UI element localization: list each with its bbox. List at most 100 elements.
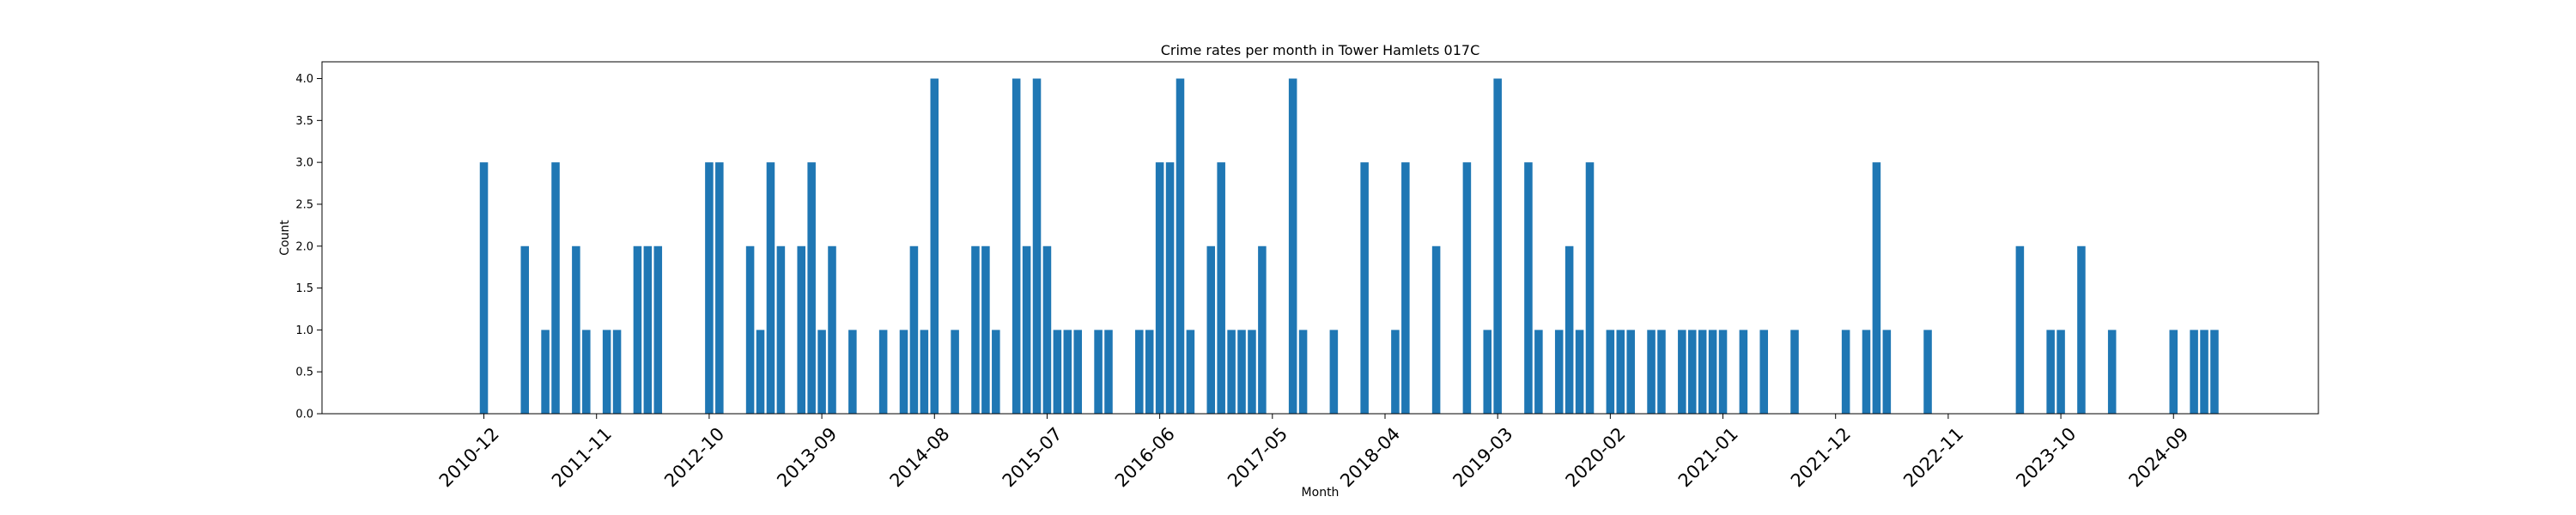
bar-2017-07 <box>1288 78 1297 415</box>
y-tick-label: 0.5 <box>295 367 313 379</box>
x-tick-label: 2016-06 <box>1111 423 1179 491</box>
bar-2020-03 <box>1616 330 1625 414</box>
y-axis-label: Count <box>278 220 292 256</box>
bar-2023-10 <box>2057 330 2065 414</box>
chart-title: Crime rates per month in Tower Hamlets 0… <box>1161 42 1480 58</box>
bar-2022-04 <box>1872 162 1881 414</box>
y-tick-label: 2.0 <box>295 240 313 253</box>
bar-2017-04 <box>1258 245 1267 414</box>
bar-2017-08 <box>1298 330 1308 414</box>
x-axis: 2010-12 2011-11 2012-10 2013-09 2014-08 2015-… <box>435 414 2193 491</box>
bar-2024-09 <box>2169 330 2178 414</box>
bar-2012-11 <box>715 162 724 414</box>
bar-2015-02 <box>992 330 1000 414</box>
bar-2023-06 <box>2015 245 2025 414</box>
bar-2019-09 <box>1554 330 1564 414</box>
bar-2020-02 <box>1606 330 1615 414</box>
bar-2014-08 <box>930 78 939 415</box>
bar-2016-08 <box>1176 78 1185 415</box>
bar-2013-09 <box>817 330 826 414</box>
bar-2023-12 <box>2077 245 2086 414</box>
bar-2020-07 <box>1657 330 1666 414</box>
bar-2018-02 <box>1360 162 1369 414</box>
x-tick-label: 2021-12 <box>1787 423 1855 491</box>
bar-2021-01 <box>1718 330 1728 414</box>
bar-2016-01 <box>1104 330 1113 414</box>
x-tick-label: 2013-09 <box>773 423 841 491</box>
bar-2013-02 <box>745 245 755 414</box>
bar-2013-04 <box>766 162 775 414</box>
bar-2013-05 <box>776 245 786 414</box>
bar-2013-12 <box>848 330 857 414</box>
bar-2017-02 <box>1237 330 1246 414</box>
bar-2015-10 <box>1073 330 1082 414</box>
bar-2015-06 <box>1032 78 1042 415</box>
y-tick-label: 1.0 <box>295 324 313 337</box>
bar-2015-05 <box>1022 245 1031 414</box>
bar-2016-12 <box>1217 162 1225 414</box>
bar-2014-06 <box>909 245 919 414</box>
bar-2011-07 <box>551 162 560 414</box>
y-tick-label: 3.5 <box>295 115 313 128</box>
y-axis: 0.0 0.5 1.0 1.5 2.0 2.5 3.0 3.5 4.0 <box>295 73 322 421</box>
bar-2011-09 <box>572 245 580 414</box>
bar-2024-03 <box>2107 330 2117 414</box>
bar-2012-05 <box>653 245 663 414</box>
y-tick-label: 2.5 <box>295 198 313 211</box>
y-tick-label: 3.0 <box>295 157 313 170</box>
bar-2014-12 <box>971 245 980 414</box>
y-tick-label: 1.5 <box>295 282 313 295</box>
bar-2015-09 <box>1063 330 1072 414</box>
bar-2016-09 <box>1186 330 1195 414</box>
bar-2016-06 <box>1155 162 1164 414</box>
y-tick-label: 4.0 <box>295 73 313 86</box>
x-axis-label: Month <box>1302 486 1340 500</box>
bar-2021-03 <box>1739 330 1748 414</box>
bar-2013-08 <box>807 162 816 414</box>
bar-2013-03 <box>756 330 765 414</box>
bar-2016-11 <box>1206 245 1216 414</box>
x-tick-label: 2014-08 <box>886 423 954 491</box>
x-tick-label: 2024-09 <box>2125 423 2193 491</box>
bar-2018-06 <box>1401 162 1410 414</box>
bar-2022-01 <box>1841 330 1850 414</box>
bar-2011-04 <box>520 245 530 414</box>
bar-2024-12 <box>2200 330 2208 414</box>
bar-2012-03 <box>633 245 642 414</box>
bar-2023-09 <box>2046 330 2055 414</box>
x-tick-label: 2022-11 <box>1899 423 1967 491</box>
bar-2019-06 <box>1524 162 1533 414</box>
bar-2014-05 <box>899 330 908 414</box>
bar-2016-05 <box>1145 330 1154 414</box>
bar-2020-10 <box>1687 330 1697 414</box>
bar-2013-07 <box>797 245 806 414</box>
bar-2019-10 <box>1564 245 1574 414</box>
bar-2019-07 <box>1534 330 1543 414</box>
bar-2011-06 <box>541 330 550 414</box>
bar-2012-10 <box>705 162 714 414</box>
bar-2020-11 <box>1698 330 1707 414</box>
bar-2015-08 <box>1053 330 1062 414</box>
bar-2020-04 <box>1626 330 1635 414</box>
bar-2015-04 <box>1012 78 1021 415</box>
bar-2016-04 <box>1135 330 1144 414</box>
x-tick-label: 2019-03 <box>1449 423 1516 491</box>
bar-2021-08 <box>1790 330 1799 414</box>
bar-2014-03 <box>878 330 888 414</box>
bar-2016-07 <box>1165 162 1175 414</box>
bar-2017-11 <box>1329 330 1339 414</box>
bar-2011-10 <box>582 330 591 414</box>
x-tick-label: 2018-04 <box>1336 423 1404 491</box>
bars-group <box>479 78 2219 415</box>
bar-2018-12 <box>1462 162 1472 414</box>
bar-2017-03 <box>1248 330 1256 414</box>
bar-2018-05 <box>1391 330 1400 414</box>
bar-2010-12 <box>479 162 489 414</box>
bar-2015-07 <box>1042 245 1052 414</box>
bar-2015-01 <box>981 245 990 414</box>
bar-2022-03 <box>1862 330 1871 414</box>
x-tick-label: 2011-11 <box>548 423 616 491</box>
bar-2017-01 <box>1227 330 1236 414</box>
x-tick-label: 2012-10 <box>660 423 728 491</box>
